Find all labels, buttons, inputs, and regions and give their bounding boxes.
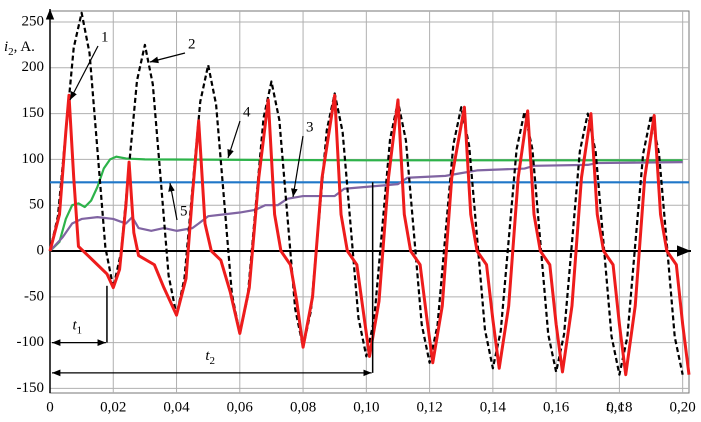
plot-frame xyxy=(49,10,690,394)
interval-label: t2 xyxy=(205,348,215,366)
series-label: 4 xyxy=(243,104,251,120)
y-label-var: i xyxy=(4,39,8,55)
series-line xyxy=(49,155,683,252)
callout-arrow xyxy=(291,135,304,198)
series-line xyxy=(48,93,691,377)
y-tick-label: 0 xyxy=(37,242,45,258)
y-tick-label: -50 xyxy=(24,288,44,304)
series-label: 2 xyxy=(188,36,196,52)
callout-arrow xyxy=(168,182,178,221)
lines xyxy=(48,11,691,377)
series-label: 1 xyxy=(101,29,109,45)
x-tick-label: 0,10 xyxy=(353,399,379,415)
x-label-var: t xyxy=(606,399,611,415)
y-tick-label: -150 xyxy=(17,380,45,396)
interval-label-var: t xyxy=(205,348,210,364)
callout-arrow xyxy=(227,120,241,159)
y-label-unit: , A. xyxy=(14,39,35,55)
callout-arrow xyxy=(69,45,99,101)
y-tick-label: 100 xyxy=(22,151,45,167)
x-tick-label: 0,14 xyxy=(480,399,507,415)
x-label-unit: , c xyxy=(610,399,625,415)
y-label-sub: 2 xyxy=(8,46,14,58)
x-tick-label: 0 xyxy=(46,399,54,415)
x-tick-label: 0,16 xyxy=(543,399,570,415)
series-line xyxy=(48,11,684,376)
x-tick-label: 0,12 xyxy=(416,399,442,415)
interval-label: t1 xyxy=(72,318,82,336)
grid: -150 -100 -50 0 50 100 150 200 250 0 0,02 0,04 0,06 0… xyxy=(17,9,696,415)
callout-arrow xyxy=(149,52,186,64)
series-label: 5 xyxy=(180,203,188,219)
x-tick-label: 0,08 xyxy=(290,399,316,415)
x-tick-label: 0,02 xyxy=(100,399,126,415)
y-tick-label: 150 xyxy=(22,105,45,121)
interval-label-var: t xyxy=(72,318,77,334)
x-axis-label: t, c xyxy=(606,399,625,415)
x-tick-label: 0,20 xyxy=(670,399,696,415)
series-label: 3 xyxy=(306,119,314,135)
interval-label-sub: 1 xyxy=(77,324,83,336)
x-tick-label: 0,04 xyxy=(163,399,190,415)
x-tick-label: 0,18 xyxy=(606,399,632,415)
x-tick-label: 0,06 xyxy=(227,399,254,415)
y-tick-label: 200 xyxy=(22,59,45,75)
interval-label-sub: 2 xyxy=(210,354,216,366)
y-axis-label: i2, A. xyxy=(4,39,35,57)
y-tick-label: -100 xyxy=(17,334,45,350)
y-tick-label: 50 xyxy=(29,197,44,213)
y-tick-label: 250 xyxy=(22,13,45,29)
